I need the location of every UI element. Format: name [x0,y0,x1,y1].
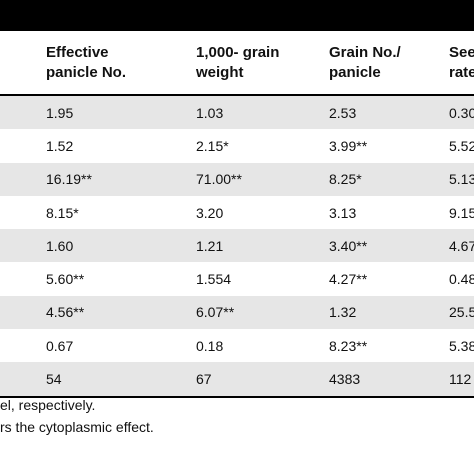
data-table: Effective panicle No. 1,000- grain weigh… [0,31,474,398]
table-cell [0,129,30,162]
footnote: el, respectively. [0,397,96,413]
table-cell: 8.25* [313,162,433,196]
table-cell [0,295,30,330]
table-cell [0,196,30,229]
table-row: 54 67 4383 112 [0,362,474,398]
table-cell: 0.48 [449,271,474,288]
table-cell: 3.40** [313,229,433,263]
table-row: 5.60** 1.554 4.27** 0.48 [0,262,474,295]
table-cell: 2.15* [196,137,229,154]
table-cell [0,162,30,196]
table-cell: 3.99** [329,137,368,154]
table-row: 0.67 0.18 8.23** 5.38 [0,329,474,362]
table-cell: 1.52 [46,137,74,154]
table-cell: 5.52 [449,137,474,154]
header-cell-effective-panicle: Effective panicle No. [30,31,180,96]
table-cell [0,229,30,263]
header-cell [0,31,30,96]
table-row: 1.60 1.21 3.40** 4.67 [0,229,474,263]
table-cell: 1.60 [30,229,180,263]
table-cell: 4.67 [433,229,474,263]
table-row: 8.15* 3.20 3.13 9.15 [0,196,474,229]
table-cell [0,262,30,295]
table-cell: 67 [180,362,313,398]
table-cell: 1.03 [180,95,313,130]
table-cell: 0.30 [433,95,474,130]
table-cell: 3.20 [196,204,224,221]
header-cell-seed-rate: See rate [433,31,474,96]
table-row: 16.19** 71.00** 8.25* 5.13 [0,162,474,196]
table-cell: 8.23** [329,337,368,354]
table-cell: 0.67 [46,337,74,354]
table-row: 1.95 1.03 2.53 0.30 [0,95,474,130]
top-rule [0,0,474,31]
header-cell-grain-no: Grain No./ panicle [313,31,433,96]
table-cell: 9.15 [449,204,474,221]
table-row: 4.56** 6.07** 1.32 25.5 [0,295,474,330]
table-cell: 2.53 [313,95,433,130]
table-cell: 25.5 [433,295,474,330]
header-cell-grain-weight: 1,000- grain weight [180,31,313,96]
table-cell: 5.13 [433,162,474,196]
table-cell: 71.00** [180,162,313,196]
table-cell: 8.15* [46,204,79,221]
table-cell: 0.18 [196,337,224,354]
table-cell: 4.56** [30,295,180,330]
table-row: 1.52 2.15* 3.99** 5.52 [0,129,474,162]
table-cell: 5.60** [46,271,85,288]
table-cell: 3.13 [329,204,357,221]
footnote: rs the cytoplasmic effect. [0,419,154,435]
table-cell [0,95,30,130]
table-cell: 5.38 [449,337,474,354]
table-cell: 4383 [313,362,433,398]
table-cell: 1.95 [30,95,180,130]
table-cell: 16.19** [30,162,180,196]
table-cell: 112 [433,362,474,398]
table-cell: 4.27** [329,271,368,288]
table-cell: 1.554 [196,271,232,288]
table-cell: 6.07** [180,295,313,330]
table-cell [0,329,30,362]
table-cell: 54 [30,362,180,398]
table-cell: 1.21 [180,229,313,263]
footnotes: el, respectively. rs the cytoplasmic eff… [0,394,474,438]
header-row: Effective panicle No. 1,000- grain weigh… [0,31,474,96]
table-cell: 1.32 [313,295,433,330]
table-cell [0,362,30,398]
